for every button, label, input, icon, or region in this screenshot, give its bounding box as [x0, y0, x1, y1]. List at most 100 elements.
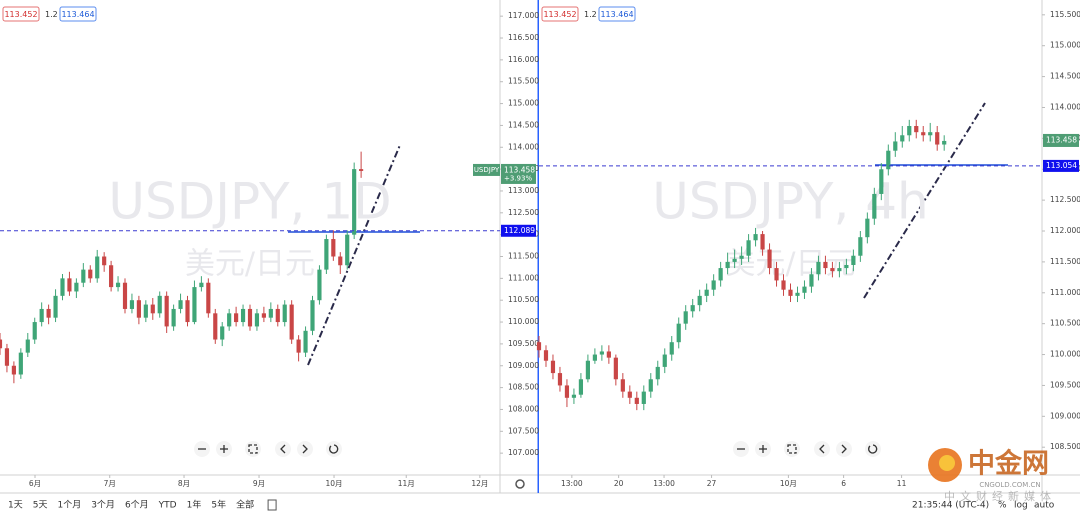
x-tick-label: 10月	[780, 479, 797, 488]
legend-ask: 113.464	[600, 10, 633, 19]
symbol-label-box	[473, 163, 500, 176]
candle-body	[907, 126, 912, 136]
candle-body	[886, 150, 891, 170]
y-tick-label: 116.000	[508, 55, 539, 64]
chart-control[interactable]	[297, 441, 313, 457]
candle-body	[213, 313, 218, 340]
clock: 21:35:44 (UTC-4)	[912, 501, 989, 511]
chart-control[interactable]	[275, 441, 291, 457]
candle-body	[893, 141, 898, 151]
candle-body	[774, 268, 779, 281]
candle-body	[95, 256, 100, 279]
candle-body	[11, 365, 16, 375]
y-tick-label: 107.000	[508, 448, 539, 457]
range-button[interactable]: 1天	[8, 501, 23, 511]
chart-control[interactable]	[733, 441, 749, 457]
candle-body	[557, 373, 563, 386]
chart-control[interactable]	[216, 441, 232, 457]
logo-domain: CNGOLD.COM.CN	[979, 481, 1040, 489]
range-button[interactable]: 1个月	[57, 500, 81, 511]
symbol-label: USDJPY	[474, 166, 500, 174]
candle-body	[599, 351, 604, 355]
chart-control[interactable]	[784, 441, 800, 457]
range-button[interactable]: 1年	[187, 499, 202, 511]
candle-body	[268, 308, 273, 318]
candle-body	[725, 261, 730, 269]
range-button[interactable]: YTD	[158, 501, 177, 511]
candle-body	[781, 280, 786, 290]
range-button[interactable]: 全部	[236, 499, 254, 511]
candle-body	[143, 304, 148, 318]
y-tick-label: 114.000	[508, 142, 539, 151]
level-label-box	[501, 224, 536, 237]
candle-body	[81, 269, 86, 283]
candle-body	[25, 339, 30, 353]
candle-body	[564, 385, 570, 398]
y-tick-label: 112.500	[1050, 195, 1080, 204]
chart-control[interactable]	[814, 441, 830, 457]
chart-control[interactable]	[865, 441, 881, 457]
candle-body	[220, 326, 225, 340]
candle-body	[192, 287, 197, 323]
candle-body	[830, 268, 835, 272]
candle-body	[303, 330, 308, 353]
scale-option[interactable]: auto	[1034, 501, 1055, 511]
candle-body	[234, 313, 239, 323]
x-tick-label: 13:00	[653, 479, 675, 488]
scale-option[interactable]: log	[1014, 501, 1028, 511]
y-tick-label: 108.000	[508, 404, 539, 413]
candle-body	[150, 304, 155, 314]
candle-body	[338, 256, 343, 266]
candle-body	[296, 339, 301, 353]
candle-body	[690, 305, 695, 312]
panel-divider	[537, 0, 539, 493]
chart-control[interactable]	[326, 441, 342, 457]
x-tick-label: 11月	[398, 479, 415, 488]
chart-control[interactable]	[245, 441, 261, 457]
candle-body	[324, 239, 329, 270]
level-label: 112.089	[504, 226, 535, 235]
candle-body	[928, 132, 933, 136]
candle-body	[261, 313, 266, 318]
control-bg	[245, 441, 261, 457]
candle-body	[732, 258, 737, 262]
chart-control[interactable]	[194, 441, 210, 457]
candle-body	[711, 280, 716, 290]
candle-body	[102, 256, 107, 266]
y-tick-label: 115.500	[1050, 10, 1080, 19]
y-tick-label: 107.500	[508, 426, 539, 435]
candle-body	[129, 300, 135, 309]
y-tick-label: 112.500	[508, 208, 539, 217]
compare-icon[interactable]	[267, 499, 277, 511]
range-button[interactable]: 5天	[33, 501, 48, 511]
y-tick-label: 111.500	[1050, 257, 1080, 266]
candle-body	[136, 300, 141, 318]
range-button[interactable]: 3个月	[91, 500, 115, 511]
candle-body	[634, 397, 639, 404]
candle-body	[676, 323, 681, 343]
candle-body	[683, 311, 688, 324]
y-tick-label: 110.500	[508, 295, 539, 304]
control-glyph	[787, 444, 797, 454]
level-label-box	[1043, 159, 1079, 172]
range-button[interactable]: 5年	[211, 499, 226, 511]
candle-body	[879, 169, 884, 194]
control-glyph	[868, 444, 878, 454]
candle-body	[627, 391, 632, 398]
legend-box	[59, 6, 97, 22]
range-button[interactable]: 6个月	[125, 500, 149, 511]
candle-body	[310, 300, 315, 331]
scale-option[interactable]: %	[998, 501, 1007, 511]
candle-body	[53, 295, 58, 318]
candle-body	[289, 304, 294, 340]
candle-body	[109, 265, 114, 288]
settings-icon[interactable]	[515, 479, 525, 489]
symbol-watermark: USDJPY, 4h	[652, 173, 928, 231]
last-price-label: 113.458	[1046, 135, 1077, 144]
candle-body	[122, 282, 128, 309]
y-tick-label: 108.500	[508, 383, 539, 392]
chart-control[interactable]	[836, 441, 852, 457]
chart-control[interactable]	[755, 441, 771, 457]
